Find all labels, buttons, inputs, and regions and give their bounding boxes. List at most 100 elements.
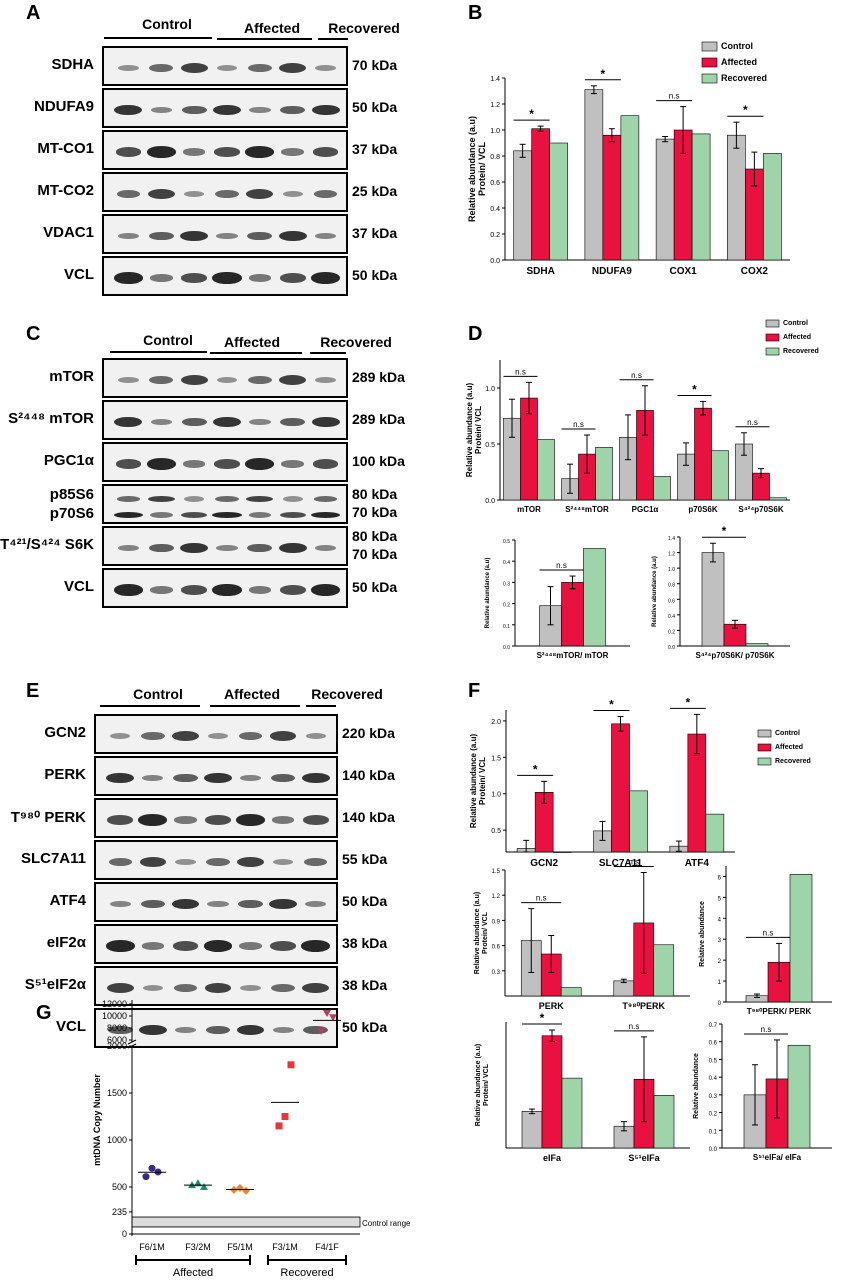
significance-mark: * <box>722 524 727 538</box>
y-tick-label: 1500 <box>107 1088 127 1098</box>
group-recovered-a: Recovered <box>328 20 400 36</box>
band <box>106 983 134 993</box>
group-affected-c: Affected <box>223 334 280 350</box>
significance-mark: n.s <box>573 420 584 429</box>
group-line <box>210 352 302 354</box>
band <box>108 858 132 866</box>
y-tick-label: 1.0 <box>485 386 495 393</box>
category-label: F6/1M <box>139 1242 165 1252</box>
significance-mark: * <box>533 762 538 776</box>
y-axis-label: Relative abundance (a.u)Protein/ VCL <box>467 116 487 222</box>
band <box>278 230 307 242</box>
legend-label: Recovered <box>775 758 811 765</box>
group-line <box>217 38 312 40</box>
y-tick-label: 0.4 <box>709 1076 718 1082</box>
legend-swatch <box>701 73 718 84</box>
legend-label: Affected <box>721 57 757 67</box>
band <box>247 543 273 553</box>
y-tick-label: 0.6 <box>492 945 501 951</box>
y-axis-label: Relative abundance <box>693 1053 700 1119</box>
y-axis-label-line: Relative abundance <box>699 901 706 967</box>
data-point <box>329 1014 337 1022</box>
blot-vcl <box>94 1008 338 1048</box>
y-tick-label: 0.2 <box>490 232 500 239</box>
significance-mark: n.s <box>536 894 547 903</box>
bar-control <box>655 138 675 261</box>
band <box>148 543 174 553</box>
y-tick-label: 0.5 <box>485 442 495 449</box>
kda-label: 38 kDa <box>342 977 388 993</box>
kda-label: 80 kDa 70 kDa <box>352 528 397 562</box>
band <box>142 774 164 782</box>
y-tick-label: 1.4 <box>490 76 500 83</box>
y-axis-label: Relative abundance (a.u)Protein/ VCL <box>469 734 487 829</box>
band <box>301 940 331 952</box>
category-label: mTOR <box>517 505 541 514</box>
y-tick-label: 0.6 <box>490 180 500 187</box>
band <box>113 511 143 518</box>
y-tick-label: 235 <box>112 1207 127 1217</box>
data-point <box>287 1061 295 1069</box>
protein-label-pgc1: PGC1α <box>43 452 94 469</box>
band <box>214 147 240 157</box>
kda-label: 50 kDa <box>342 1019 388 1035</box>
y-tick-label: 0.0 <box>709 1147 718 1153</box>
bar-control <box>584 89 604 261</box>
protein-label-mt-co1: MT-CO1 <box>37 140 94 157</box>
blot-mtor <box>102 358 348 398</box>
band <box>140 899 166 909</box>
band <box>282 191 303 197</box>
significance-mark: * <box>692 382 697 396</box>
band <box>146 458 176 470</box>
band <box>240 985 261 991</box>
group-label: Affected <box>173 1267 213 1279</box>
significance-mark: * <box>743 103 748 117</box>
kda-label: 50 kDa <box>352 267 398 283</box>
band <box>279 273 306 283</box>
control-range-label: Control range <box>362 1219 411 1228</box>
band <box>212 104 241 116</box>
band <box>216 232 238 240</box>
band <box>236 1024 265 1036</box>
band <box>311 416 340 428</box>
band <box>108 1025 133 1035</box>
category-label: T⁹⁸⁰PERK <box>622 1001 665 1011</box>
significance-mark: * <box>540 1011 545 1025</box>
band <box>106 772 135 784</box>
legend-swatch <box>757 757 772 766</box>
y-tick-label: 5 <box>718 896 722 902</box>
bar-affected <box>561 582 584 647</box>
blot-s-eif2 <box>94 966 338 1006</box>
protein-label-t-perk: T⁹⁸⁰ PERK <box>10 809 86 826</box>
band <box>115 459 142 469</box>
protein-label-eif2: eIF2α <box>46 934 86 951</box>
band <box>180 63 208 73</box>
band <box>302 983 330 993</box>
kda-label: 50 kDa <box>352 579 398 595</box>
category-label: COX1 <box>670 266 698 277</box>
y-axis-label-line: Protein/ VCL <box>482 911 489 954</box>
band <box>303 858 328 866</box>
group-line <box>306 705 336 707</box>
band <box>237 857 264 867</box>
blot-eif2 <box>94 924 338 964</box>
band <box>172 941 199 951</box>
protein-label-t-s-s6k: T⁴²¹/S⁴²⁴ S6K <box>0 536 94 553</box>
data-point <box>148 1164 156 1172</box>
significance-mark: * <box>609 698 614 712</box>
band <box>150 511 173 518</box>
bar-recovered <box>583 548 606 647</box>
group-line <box>100 705 200 707</box>
y-axis-label: Relative abundance (a.u)Protein/ VCL <box>475 1044 490 1126</box>
panel-label-e: E <box>26 680 40 702</box>
y-tick-label: 0.4 <box>490 206 500 213</box>
bar-control <box>521 1111 543 1149</box>
category-label: S⁵¹eIFa <box>628 1153 660 1163</box>
bar-recovered <box>620 115 640 261</box>
y-tick-label: 0.2 <box>709 1112 718 1118</box>
band <box>172 731 199 741</box>
category-label: eIFa <box>543 1153 562 1163</box>
blot-mt-co2 <box>102 172 348 212</box>
kda-label: 37 kDa <box>352 225 398 241</box>
y-tick-label: 0.3 <box>503 581 510 587</box>
